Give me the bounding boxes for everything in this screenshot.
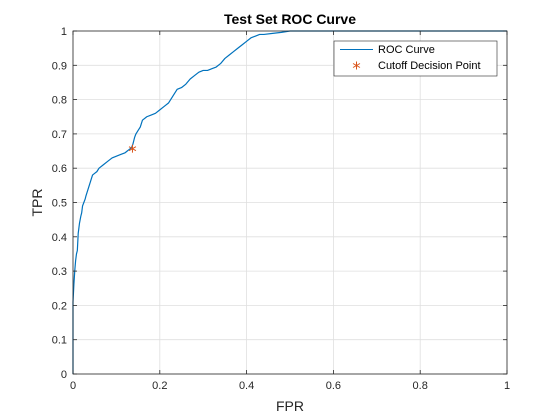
y-tick-label: 0.7 xyxy=(52,129,67,141)
y-tick-label: 0.2 xyxy=(52,300,67,312)
chart-title: Test Set ROC Curve xyxy=(224,11,356,27)
legend-entry-roc-curve: ROC Curve xyxy=(378,44,435,56)
asterisk-stroke xyxy=(128,146,137,152)
y-tick-label: 0.5 xyxy=(52,198,67,210)
y-tick-label: 0.1 xyxy=(52,335,67,347)
y-tick-label: 0.9 xyxy=(52,60,67,72)
x-tick-label: 0.4 xyxy=(239,380,254,392)
x-tick-label: 0.8 xyxy=(413,380,428,392)
x-axis-label: FPR xyxy=(276,398,304,414)
legend-box xyxy=(333,40,498,77)
asterisk-stroke xyxy=(352,63,361,68)
legend-entry-cutoff-point: Cutoff Decision Point xyxy=(378,60,481,72)
legend-marker-swatch xyxy=(352,61,361,70)
series-layer xyxy=(72,30,507,374)
y-tick-label: 0.6 xyxy=(52,163,67,175)
x-tick-label: 1 xyxy=(504,380,510,392)
legend: ROC Curve Cutoff Decision Point xyxy=(333,40,498,77)
y-tick-label: 0.4 xyxy=(52,232,67,244)
x-tick-label: 0.2 xyxy=(152,380,167,392)
x-tick-label: 0 xyxy=(70,380,76,392)
y-tick-label: 1 xyxy=(61,26,67,38)
legend-asterisk-icon xyxy=(352,61,361,70)
y-axis-label: TPR xyxy=(29,189,45,217)
x-tick-label: 0.6 xyxy=(326,380,341,392)
y-tick-label: 0.3 xyxy=(52,266,67,278)
axis-ticks: 0 0.2 0.4 0.6 0.8 1 0 0.1 0.2 0.3 0.4 0.5 0.6 0.7 0.8 0… xyxy=(52,26,510,392)
roc-curve-line xyxy=(72,30,507,374)
y-tick-label: 0 xyxy=(61,369,67,381)
y-tick-label: 0.8 xyxy=(52,95,67,107)
cutoff-decision-point-marker xyxy=(128,144,137,153)
